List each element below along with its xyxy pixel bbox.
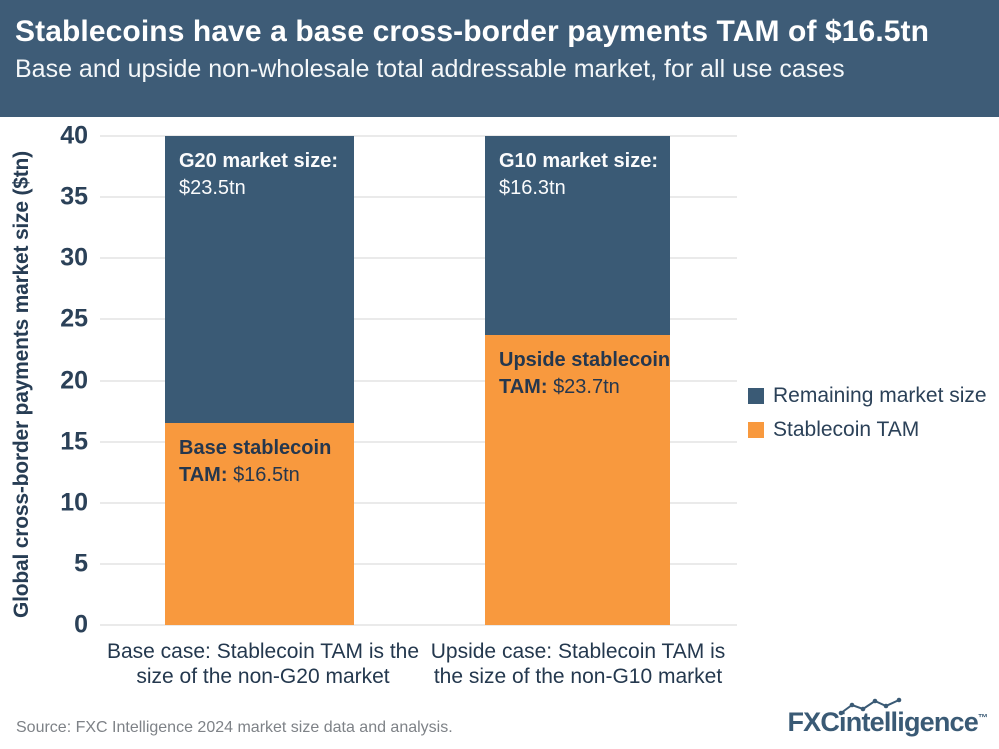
annotation-label2: TAM: [499, 376, 548, 399]
bar-upside-case: G10 market size: $16.3tn Upside stableco… [485, 136, 670, 625]
annotation-label: Upside stablecoin [499, 349, 671, 372]
legend-label: Remaining market size [773, 384, 987, 407]
source-note: Source: FXC Intelligence 2024 market siz… [16, 719, 453, 736]
legend-item-remaining-market-size: Remaining market size [748, 384, 987, 408]
legend-label: Stablecoin TAM [773, 418, 920, 441]
y-axis-tick-labels: 40 35 30 25 20 15 10 5 0 [0, 122, 88, 639]
x-label-upside-case: Upside case: Stablecoin TAM is the size … [406, 639, 750, 689]
gridline-20 [100, 379, 737, 382]
y-tick-20: 20 [60, 366, 88, 394]
y-tick-25: 25 [60, 304, 88, 333]
annotation-value: $23.7tn [553, 376, 620, 399]
y-tick-10: 10 [60, 488, 88, 517]
legend-item-stablecoin-tam: Stablecoin TAM [748, 418, 987, 442]
y-tick-15: 15 [60, 427, 88, 456]
segment-remaining-market-upside: G10 market size: $16.3tn [485, 136, 670, 336]
gridline-10 [100, 501, 737, 504]
segment-stablecoin-tam-base: Base stablecoin TAM: $16.5tn [165, 423, 354, 625]
gridline-35 [100, 196, 737, 199]
logo-sparkline-icon [839, 697, 902, 716]
gridline-15 [100, 440, 737, 443]
annotation-value: $16.3tn [499, 177, 566, 199]
header-banner: Stablecoins have a base cross-border pay… [0, 0, 999, 117]
annotation-g20-market-size: G20 market size: $23.5tn [179, 148, 338, 202]
annotation-g10-market-size: G10 market size: $16.3tn [499, 148, 658, 202]
x-label-line1: Upside case: Stablecoin TAM is [430, 640, 726, 663]
logo-text-intelligence: intelligence [839, 707, 979, 737]
legend-swatch-tam-icon [748, 422, 764, 438]
chart-title: Stablecoins have a base cross-border pay… [15, 15, 930, 48]
fxc-intelligence-logo: FXCintelligence™ [787, 697, 988, 738]
gridline-40 [100, 135, 737, 137]
plot-area: G20 market size: $23.5tn Base stablecoin… [100, 135, 737, 626]
x-label-line2: the size of the non-G10 market [433, 665, 723, 688]
gridline-5 [100, 562, 737, 565]
x-label-line1: Base case: Stablecoin TAM is the [106, 640, 420, 663]
y-tick-35: 35 [60, 182, 88, 211]
annotation-label2: TAM: [179, 464, 228, 487]
trademark-symbol: ™ [978, 713, 988, 724]
gridline-30 [100, 257, 737, 260]
logo-text-fxc: FXC [787, 707, 840, 737]
segment-stablecoin-tam-upside: Upside stablecoin TAM: $23.7tn [485, 335, 670, 625]
annotation-value: $23.5tn [179, 177, 246, 199]
legend-swatch-remaining-icon [748, 388, 764, 404]
x-label-base-case: Base case: Stablecoin TAM is the size of… [91, 639, 435, 689]
annotation-label: G20 market size: [179, 150, 338, 172]
x-label-line2: size of the non-G20 market [136, 665, 390, 688]
annotation-upside-stablecoin-tam: Upside stablecoin TAM: $23.7tn [499, 347, 670, 401]
annotation-label: G10 market size: [499, 150, 658, 172]
y-tick-40: 40 [60, 121, 88, 150]
chart-subtitle: Base and upside non-wholesale total addr… [15, 55, 845, 83]
y-tick-0: 0 [74, 610, 88, 639]
y-tick-30: 30 [60, 243, 88, 272]
gridline-25 [100, 318, 737, 321]
annotation-base-stablecoin-tam: Base stablecoin TAM: $16.5tn [179, 435, 331, 489]
gridline-0 [100, 624, 737, 626]
annotation-value: $16.5tn [233, 464, 300, 487]
legend: Remaining market size Stablecoin TAM [748, 384, 987, 452]
bar-base-case: G20 market size: $23.5tn Base stablecoin… [165, 136, 354, 625]
y-tick-5: 5 [74, 549, 88, 578]
annotation-label: Base stablecoin [179, 437, 332, 460]
segment-remaining-market-base: G20 market size: $23.5tn [165, 136, 354, 424]
